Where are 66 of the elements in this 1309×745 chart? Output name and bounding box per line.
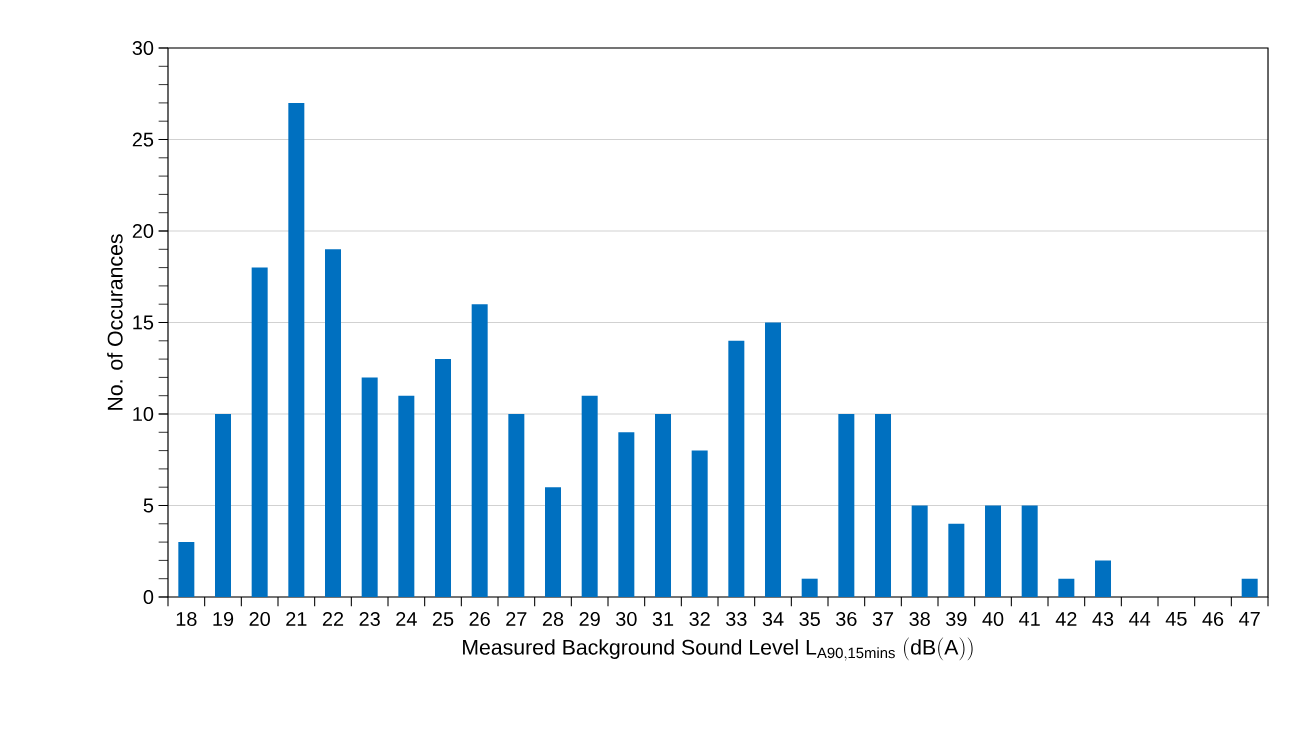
bar <box>325 249 342 597</box>
bar <box>655 413 672 597</box>
x-tick-label: 45 <box>1165 611 1187 626</box>
x-tick-label: 19 <box>213 611 234 627</box>
x-tick-label: 25 <box>432 611 454 627</box>
x-tick-label: 34 <box>762 611 784 627</box>
bar <box>875 413 892 597</box>
bar <box>398 395 415 597</box>
x-tick-label: 36 <box>836 611 857 627</box>
x-tick-label: 32 <box>689 611 710 627</box>
bar <box>471 304 488 597</box>
bar <box>985 505 1002 597</box>
x-tick-label: 20 <box>249 611 270 627</box>
bar <box>618 432 635 597</box>
x-tick-label: 23 <box>359 611 380 627</box>
x-tick-label: 41 <box>1019 611 1040 626</box>
x-tick-label: 40 <box>982 611 1004 627</box>
y-tick-label: 0 <box>143 589 154 605</box>
bar <box>361 377 378 597</box>
x-axis-title: $\mathrm{Measured\ Background\ Sound\ Level\ L_{A90,15mins}\ (dB(A))}$ <box>463 637 973 661</box>
bar <box>728 340 745 597</box>
bar <box>215 413 231 597</box>
bar <box>838 413 855 597</box>
y-axis-title: No. of Occurances <box>107 234 123 410</box>
x-tick-label: 44 <box>1129 611 1151 626</box>
y-tick-label: 15 <box>133 315 154 330</box>
x-tick-label: 22 <box>322 611 344 626</box>
bar <box>1058 578 1075 597</box>
y-tick-label: 30 <box>132 40 154 56</box>
x-tick-label: 46 <box>1202 611 1224 627</box>
bar <box>801 578 818 597</box>
x-tick-label: 27 <box>506 611 527 626</box>
bar <box>288 102 305 597</box>
x-tick-label: 26 <box>469 611 490 627</box>
bar <box>765 322 782 597</box>
y-tick-label: 10 <box>133 406 154 422</box>
x-tick-label: 47 <box>1239 611 1260 626</box>
bar <box>545 487 562 597</box>
bar <box>508 413 525 597</box>
y-tick-label: 5 <box>143 498 154 513</box>
x-tick-label: 42 <box>1055 611 1077 626</box>
bar <box>948 523 965 597</box>
bar <box>581 395 598 597</box>
bar <box>178 542 195 597</box>
x-tick-label: 38 <box>909 611 930 627</box>
bar <box>691 450 708 597</box>
y-tick-label: 25 <box>132 132 154 147</box>
x-tick-label: 21 <box>286 611 307 626</box>
x-tick-label: 28 <box>542 611 564 627</box>
y-tick-label: 20 <box>132 223 154 239</box>
x-tick-label: 33 <box>726 611 747 627</box>
x-tick-label: 24 <box>396 611 417 626</box>
x-tick-label: 30 <box>616 611 637 627</box>
x-tick-label: 39 <box>946 611 967 627</box>
x-tick-label: 31 <box>652 611 674 627</box>
bar <box>435 359 452 597</box>
x-tick-label: 18 <box>176 611 197 627</box>
bar <box>251 267 268 597</box>
bar <box>1021 505 1038 597</box>
bar <box>911 505 928 597</box>
x-tick-label: 29 <box>579 611 600 627</box>
x-tick-label: 37 <box>872 611 894 627</box>
bar <box>1241 578 1258 597</box>
x-tick-label: 43 <box>1092 611 1114 627</box>
bar <box>1095 560 1112 597</box>
x-tick-label: 35 <box>799 611 820 627</box>
